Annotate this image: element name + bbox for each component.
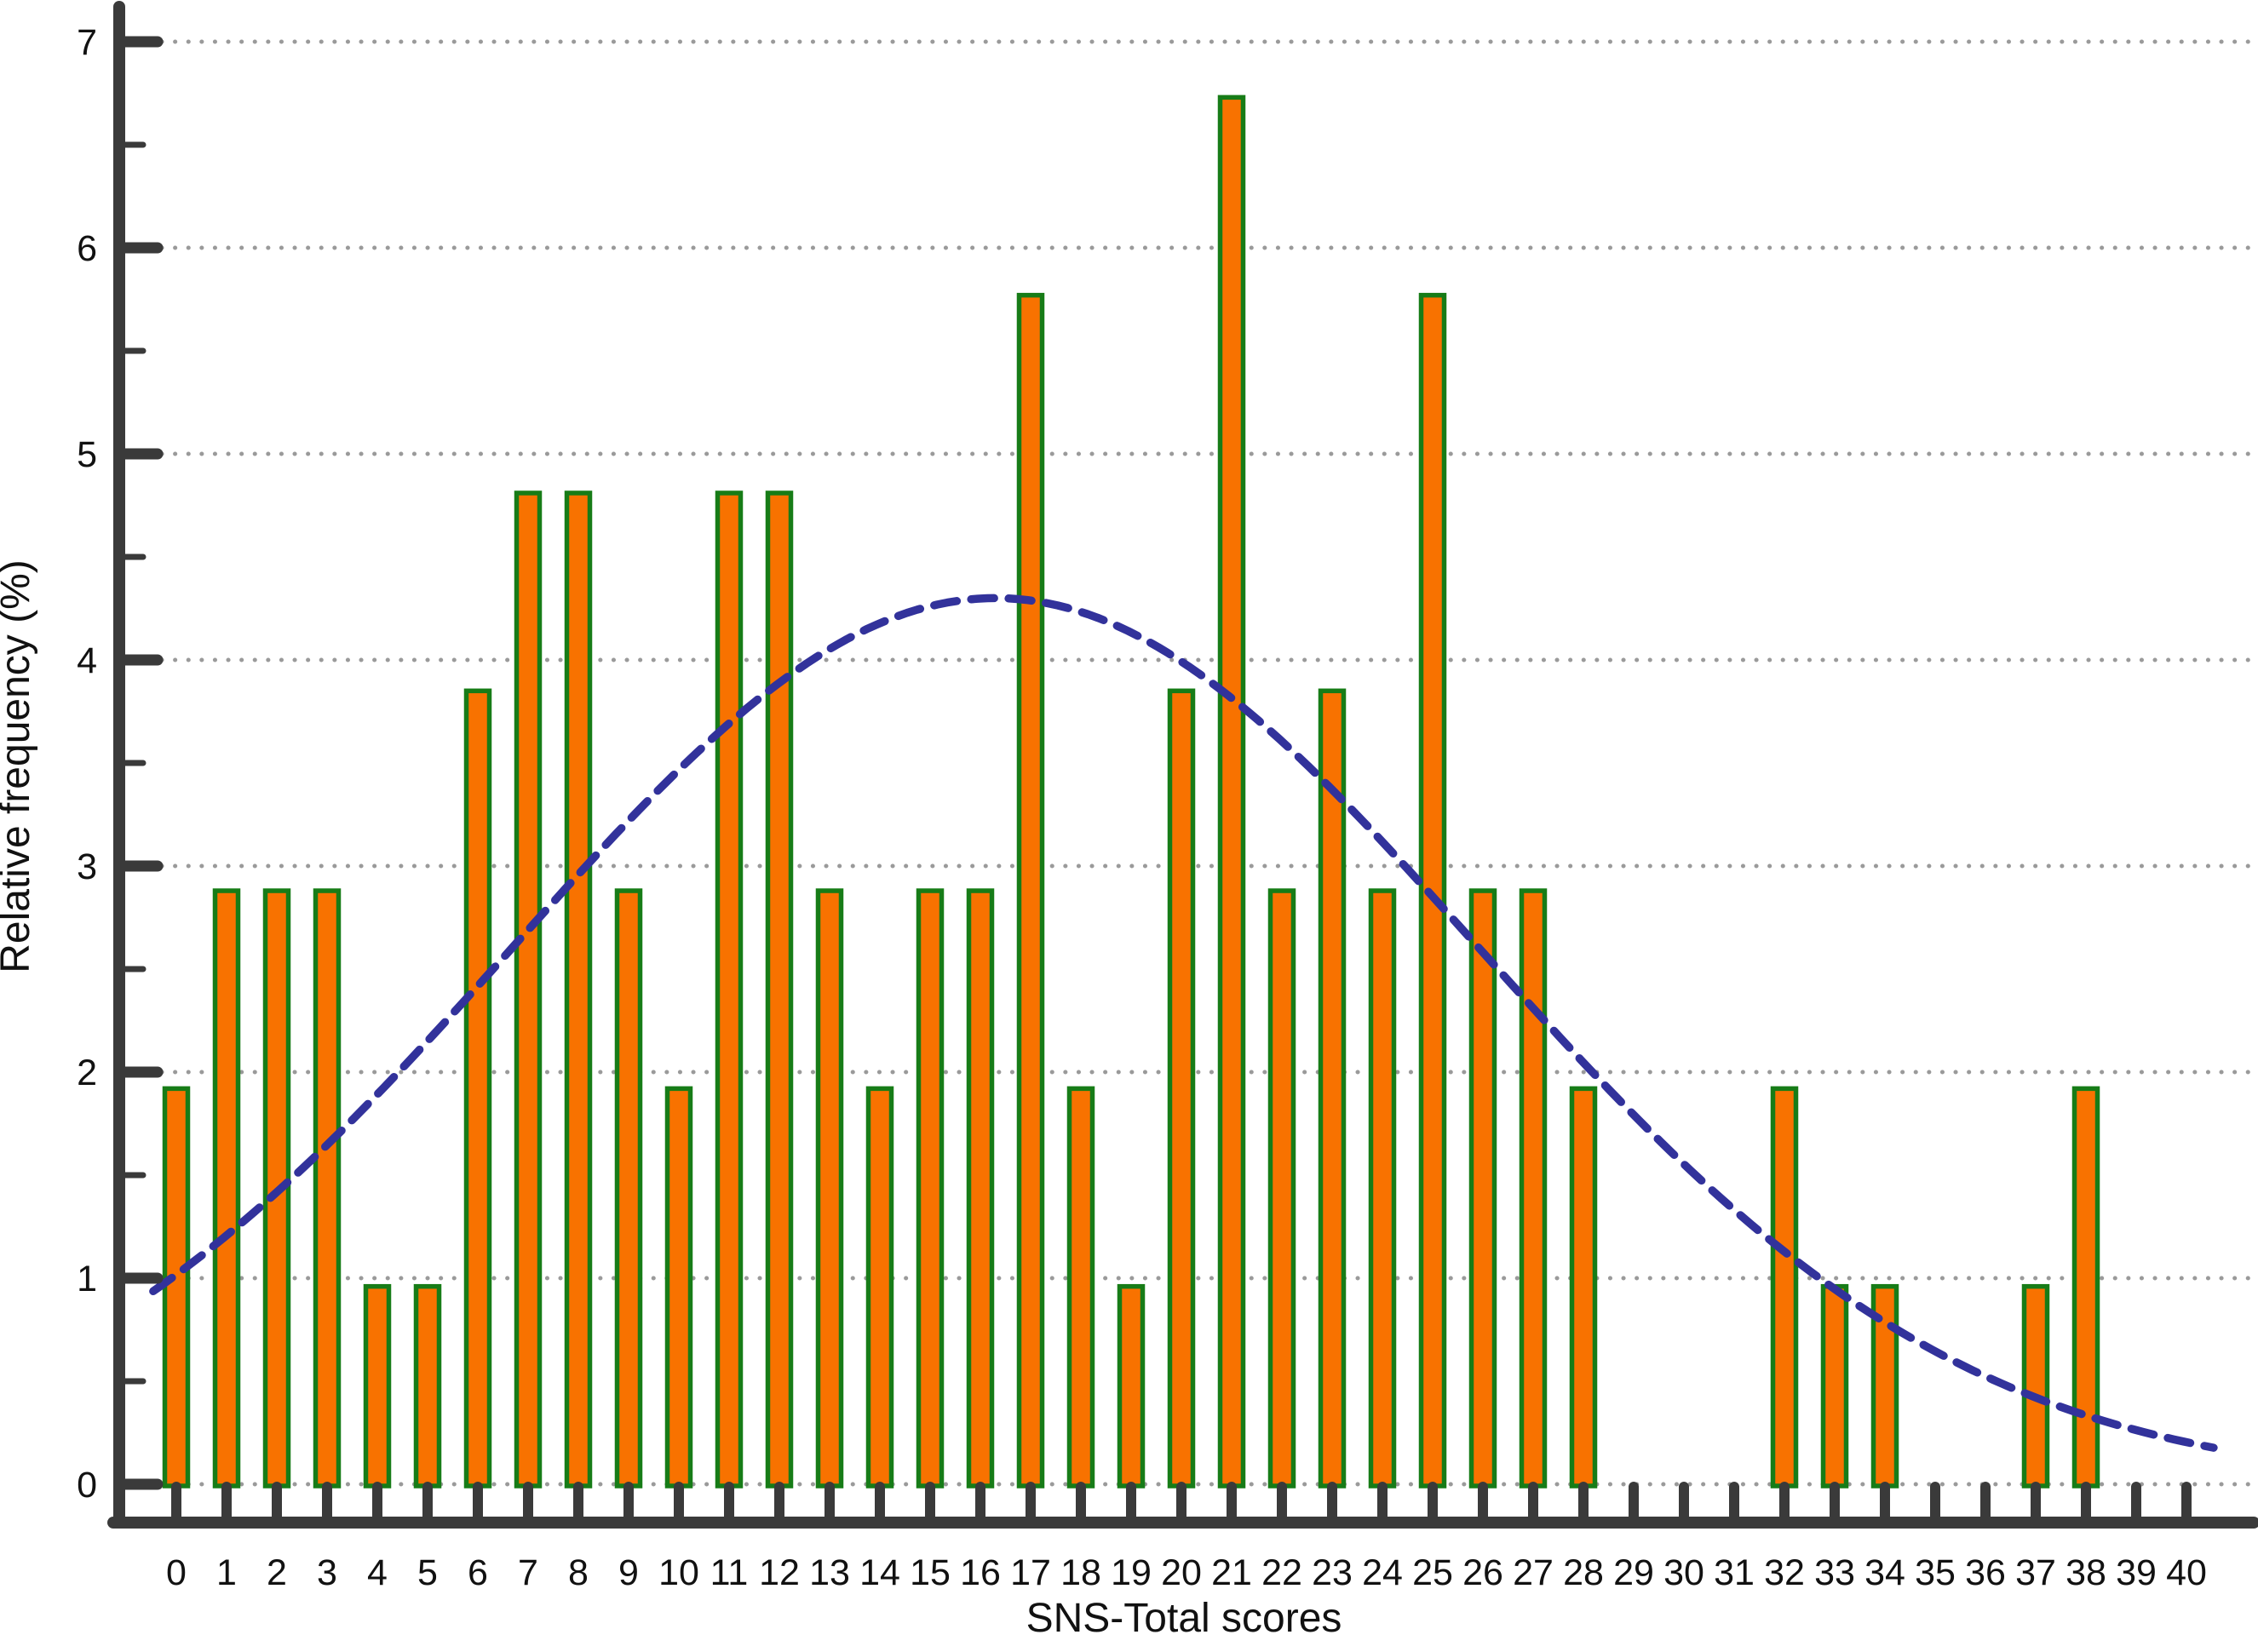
bar [614,888,643,1489]
bar [1167,688,1196,1489]
x-tick-label: 40 [2166,1552,2207,1593]
normal-curve [149,594,2218,1452]
x-tick-label: 30 [1663,1552,1704,1593]
x-tick-label: 35 [1915,1552,1956,1593]
x-tick-label: 0 [166,1552,187,1593]
bar [916,888,945,1489]
x-tick-label: 29 [1613,1552,1654,1593]
bar [1368,888,1397,1489]
x-tick-label: 32 [1764,1552,1805,1593]
x-tick-label: 34 [1864,1552,1905,1593]
x-tick-label: 11 [710,1552,749,1593]
bar [1318,688,1347,1489]
axes-layer [107,1,2258,1529]
x-tick-label: 9 [618,1552,639,1593]
bar [514,490,543,1489]
x-tick-label: 36 [1965,1552,2006,1593]
x-axis-title: SNS-Total scores [1026,1596,1342,1641]
x-tick-label: 5 [417,1552,438,1593]
x-tick-label: 28 [1563,1552,1604,1593]
x-tick-label: 25 [1412,1552,1453,1593]
x-tick-label: 7 [518,1552,538,1593]
x-tick-label: 1 [216,1552,237,1593]
bar [564,490,593,1489]
x-tick-label: 21 [1211,1552,1252,1593]
bar [1016,292,1045,1489]
y-tick-label: 2 [77,1053,97,1093]
bar [865,1086,894,1489]
y-tick-label: 6 [77,228,97,269]
x-tick-label: 10 [658,1552,699,1593]
y-tick-label: 4 [77,640,97,681]
bar [212,888,241,1489]
y-tick-label: 5 [77,434,97,475]
bar [1117,1283,1146,1489]
x-tick-label: 13 [809,1552,850,1593]
bar [1267,888,1296,1489]
bar [1820,1283,1849,1489]
bar [363,1283,392,1489]
bar [2071,1086,2100,1489]
x-tick-label: 15 [910,1552,951,1593]
bar [715,490,744,1489]
bar [1770,1086,1799,1489]
x-tick-label: 33 [1814,1552,1855,1593]
bar [1217,95,1246,1489]
bar [313,888,342,1489]
bar [1519,888,1548,1489]
bar [765,490,794,1489]
bar [413,1283,442,1489]
x-tick-label: 8 [568,1552,589,1593]
bar [664,1086,693,1489]
y-axis-title: Relative frequency (%) [0,559,38,973]
x-tick-label: 18 [1060,1552,1101,1593]
x-tick-label: 16 [960,1552,1001,1593]
x-tick-label: 31 [1714,1552,1755,1593]
bar [1569,1086,1598,1489]
y-tick-label: 7 [77,22,97,63]
bar [162,1086,191,1489]
x-tick-label: 26 [1462,1552,1503,1593]
x-tick-label: 19 [1111,1552,1152,1593]
x-tick-label: 3 [317,1552,337,1593]
bar [1066,1086,1095,1489]
bar [463,688,492,1489]
x-tick-label: 4 [367,1552,388,1593]
x-tick-label: 23 [1312,1552,1353,1593]
x-tick-label: 39 [2116,1552,2157,1593]
y-tick-label: 1 [77,1259,97,1299]
x-tick-label: 20 [1161,1552,1202,1593]
x-tick-label: 17 [1010,1552,1051,1593]
bar [2021,1283,2050,1489]
normal-curve-layer [149,594,2218,1452]
x-tick-label: 37 [2015,1552,2056,1593]
bar [966,888,995,1489]
y-tick-label: 3 [77,846,97,887]
y-tick-label: 0 [77,1465,97,1506]
x-tick-label: 14 [859,1552,900,1593]
x-tick-label: 22 [1261,1552,1302,1593]
x-tick-label: 27 [1513,1552,1554,1593]
bar [815,888,844,1489]
x-tick-label: 38 [2066,1552,2106,1593]
x-tick-label: 24 [1362,1552,1403,1593]
x-tick-label: 6 [468,1552,488,1593]
x-tick-label: 12 [759,1552,800,1593]
x-tick-label: 2 [267,1552,287,1593]
bar [1468,888,1497,1489]
